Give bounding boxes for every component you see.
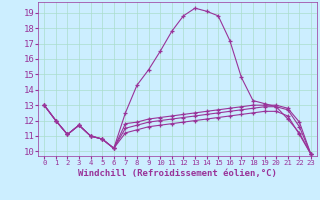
X-axis label: Windchill (Refroidissement éolien,°C): Windchill (Refroidissement éolien,°C) (78, 169, 277, 178)
